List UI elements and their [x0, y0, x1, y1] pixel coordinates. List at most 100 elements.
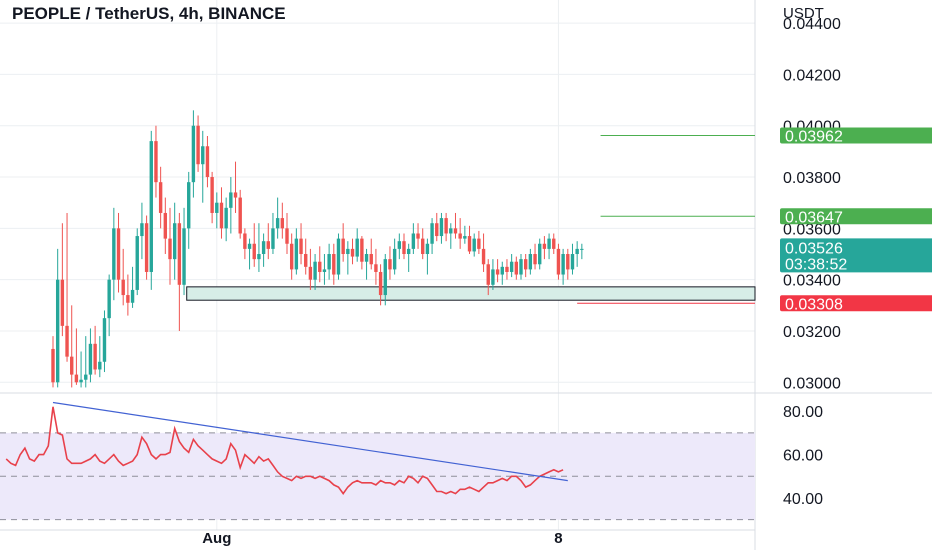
candle-body [121, 279, 125, 296]
candle-body [107, 279, 111, 319]
candle-body [416, 233, 420, 239]
candle [360, 236, 364, 270]
level-badge-bg [780, 127, 932, 144]
candle [467, 225, 472, 255]
candle-body [247, 243, 252, 249]
last-price-label: 0.03526 [785, 240, 843, 257]
candle [439, 212, 444, 244]
candle-body [84, 374, 88, 380]
candle-body [308, 266, 313, 280]
candle-body [191, 125, 196, 183]
candle [201, 130, 205, 203]
price-tick-label: 0.03600 [783, 221, 841, 238]
candle-body [397, 241, 402, 249]
candle [402, 233, 406, 260]
candle-body [140, 223, 144, 237]
candle-body [561, 254, 565, 275]
candle [547, 233, 551, 260]
candle-body [463, 236, 467, 239]
candle-body [509, 261, 514, 272]
candle [219, 187, 224, 239]
time-tick-label: 8 [554, 530, 562, 547]
candle-body [126, 295, 130, 303]
candle-body [158, 182, 163, 213]
candle [158, 166, 163, 229]
candle-body [439, 218, 444, 237]
candle-body [172, 223, 177, 260]
candle-body [332, 254, 336, 275]
candle-body [163, 212, 168, 239]
candle [116, 212, 121, 293]
candle-body [98, 361, 102, 370]
candle-body [88, 343, 93, 375]
candle-body [435, 223, 439, 237]
candle [187, 171, 191, 249]
candle-body [514, 261, 519, 275]
candle [435, 212, 439, 242]
candle [500, 261, 504, 285]
candle-body [533, 254, 537, 265]
candle [79, 351, 83, 388]
last-price-badge [780, 238, 932, 273]
candle [224, 197, 228, 242]
candle [182, 207, 186, 296]
time-axis: Aug 8 [202, 530, 562, 547]
candle [332, 243, 336, 285]
candle-body [547, 238, 551, 249]
candle [336, 233, 341, 280]
candle [561, 248, 565, 285]
candle [421, 228, 425, 260]
price-axis-unit: USDT [783, 5, 824, 22]
candle [121, 248, 125, 306]
candle [542, 236, 547, 260]
price-tick-label: 0.04400 [783, 16, 841, 33]
candle [495, 259, 500, 283]
candle-body [388, 259, 392, 270]
candle-body [523, 259, 528, 270]
last-price-countdown: 03:38:52 [785, 256, 847, 273]
candle [154, 125, 158, 198]
candle [112, 207, 116, 301]
candle-body [538, 243, 542, 265]
candle-body [355, 238, 359, 257]
candle-body [486, 264, 490, 285]
candle-body [201, 146, 205, 165]
rsi-trendline [52, 401, 568, 482]
candle [285, 212, 289, 255]
candle [327, 243, 331, 280]
candle-body [130, 289, 135, 303]
candle [70, 305, 74, 388]
candle-body [374, 264, 378, 272]
candle-body [500, 266, 504, 275]
candle [238, 189, 242, 239]
candle [491, 259, 495, 290]
candle-body [275, 218, 280, 229]
candle [163, 197, 168, 255]
candle [191, 110, 196, 198]
candle [177, 212, 182, 331]
candle [341, 223, 345, 262]
candle-body [271, 228, 275, 249]
candle [308, 248, 313, 290]
candle-body [481, 248, 486, 265]
candle [257, 223, 261, 272]
candle-body [116, 228, 121, 280]
candle-body [238, 197, 242, 234]
candle-body [51, 348, 55, 383]
level-badge-label: 0.03962 [785, 128, 843, 145]
candle [383, 254, 387, 306]
candle-body [243, 233, 247, 249]
candle [149, 130, 153, 290]
candle-body [519, 259, 523, 275]
candle [266, 223, 270, 260]
candle [102, 310, 107, 373]
candle-body [542, 243, 547, 249]
candle [477, 230, 481, 255]
candle [523, 254, 528, 278]
candle-body [336, 238, 341, 275]
candle [580, 243, 584, 260]
candle [556, 243, 561, 280]
candle [233, 161, 238, 213]
